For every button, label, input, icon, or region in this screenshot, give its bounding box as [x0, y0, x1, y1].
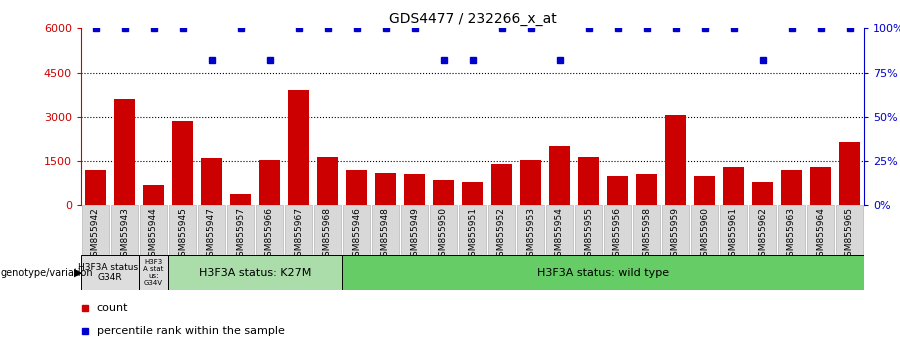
- Bar: [781, 170, 802, 205]
- FancyBboxPatch shape: [604, 205, 632, 255]
- Bar: [810, 167, 831, 205]
- Text: GSM855954: GSM855954: [555, 207, 564, 262]
- Bar: [173, 121, 193, 205]
- Text: H3F3A status:
G34R: H3F3A status: G34R: [78, 263, 141, 282]
- FancyBboxPatch shape: [256, 205, 284, 255]
- Text: GSM855943: GSM855943: [120, 207, 129, 262]
- Text: GSM855963: GSM855963: [787, 207, 796, 262]
- Text: GSM855952: GSM855952: [497, 207, 506, 262]
- FancyBboxPatch shape: [633, 205, 661, 255]
- FancyBboxPatch shape: [168, 255, 342, 290]
- FancyBboxPatch shape: [690, 205, 718, 255]
- FancyBboxPatch shape: [168, 205, 196, 255]
- FancyBboxPatch shape: [806, 205, 834, 255]
- FancyBboxPatch shape: [517, 205, 544, 255]
- Bar: [259, 160, 280, 205]
- Bar: [143, 185, 164, 205]
- Bar: [86, 170, 105, 205]
- Text: GSM855965: GSM855965: [845, 207, 854, 262]
- FancyBboxPatch shape: [400, 205, 428, 255]
- Bar: [114, 99, 135, 205]
- Text: H3F3A status: K27M: H3F3A status: K27M: [199, 268, 311, 278]
- Text: ▶: ▶: [74, 268, 82, 278]
- Bar: [318, 156, 338, 205]
- FancyBboxPatch shape: [778, 205, 806, 255]
- Bar: [608, 176, 627, 205]
- FancyBboxPatch shape: [111, 205, 139, 255]
- FancyBboxPatch shape: [574, 205, 602, 255]
- Bar: [752, 182, 772, 205]
- Text: GSM855942: GSM855942: [91, 207, 100, 262]
- FancyBboxPatch shape: [662, 205, 689, 255]
- FancyBboxPatch shape: [720, 205, 747, 255]
- FancyBboxPatch shape: [429, 205, 457, 255]
- Bar: [665, 115, 686, 205]
- Bar: [491, 164, 511, 205]
- Text: GSM855949: GSM855949: [410, 207, 419, 262]
- Bar: [434, 180, 454, 205]
- FancyBboxPatch shape: [139, 255, 168, 290]
- Bar: [288, 90, 309, 205]
- Text: count: count: [96, 303, 128, 313]
- Text: GSM855962: GSM855962: [758, 207, 767, 262]
- Bar: [346, 170, 366, 205]
- FancyBboxPatch shape: [835, 205, 863, 255]
- Bar: [549, 146, 570, 205]
- Text: GSM855947: GSM855947: [207, 207, 216, 262]
- Bar: [463, 182, 482, 205]
- FancyBboxPatch shape: [343, 205, 371, 255]
- Text: GSM855945: GSM855945: [178, 207, 187, 262]
- Text: GSM855944: GSM855944: [149, 207, 158, 262]
- Text: GSM855967: GSM855967: [294, 207, 303, 262]
- FancyBboxPatch shape: [545, 205, 573, 255]
- FancyBboxPatch shape: [749, 205, 777, 255]
- Text: GSM855955: GSM855955: [584, 207, 593, 262]
- Text: GSM855960: GSM855960: [700, 207, 709, 262]
- Bar: [840, 142, 860, 205]
- Bar: [520, 160, 541, 205]
- FancyBboxPatch shape: [488, 205, 516, 255]
- Text: GSM855958: GSM855958: [642, 207, 651, 262]
- FancyBboxPatch shape: [81, 255, 139, 290]
- Text: percentile rank within the sample: percentile rank within the sample: [96, 326, 284, 336]
- Text: H3F3A status: wild type: H3F3A status: wild type: [537, 268, 669, 278]
- Text: genotype/variation: genotype/variation: [1, 268, 94, 278]
- Text: GSM855948: GSM855948: [381, 207, 390, 262]
- Bar: [375, 173, 396, 205]
- Text: GSM855946: GSM855946: [352, 207, 361, 262]
- FancyBboxPatch shape: [82, 205, 110, 255]
- Text: GSM855950: GSM855950: [439, 207, 448, 262]
- Bar: [579, 156, 599, 205]
- Bar: [724, 167, 743, 205]
- Bar: [636, 175, 657, 205]
- Text: GSM855959: GSM855959: [671, 207, 680, 262]
- FancyBboxPatch shape: [342, 255, 864, 290]
- FancyBboxPatch shape: [227, 205, 255, 255]
- FancyBboxPatch shape: [140, 205, 167, 255]
- FancyBboxPatch shape: [372, 205, 400, 255]
- Text: GSM855953: GSM855953: [526, 207, 535, 262]
- FancyBboxPatch shape: [313, 205, 341, 255]
- Text: GSM855957: GSM855957: [236, 207, 245, 262]
- Title: GDS4477 / 232266_x_at: GDS4477 / 232266_x_at: [389, 12, 556, 26]
- FancyBboxPatch shape: [459, 205, 486, 255]
- Bar: [230, 194, 250, 205]
- Text: GSM855968: GSM855968: [323, 207, 332, 262]
- Text: GSM855966: GSM855966: [265, 207, 274, 262]
- Bar: [404, 175, 425, 205]
- Text: H3F3
A stat
us:
G34V: H3F3 A stat us: G34V: [143, 259, 164, 286]
- Text: GSM855964: GSM855964: [816, 207, 825, 262]
- FancyBboxPatch shape: [198, 205, 225, 255]
- Text: GSM855961: GSM855961: [729, 207, 738, 262]
- Text: GSM855951: GSM855951: [468, 207, 477, 262]
- Text: GSM855956: GSM855956: [613, 207, 622, 262]
- FancyBboxPatch shape: [284, 205, 312, 255]
- Bar: [202, 158, 221, 205]
- Bar: [694, 176, 715, 205]
